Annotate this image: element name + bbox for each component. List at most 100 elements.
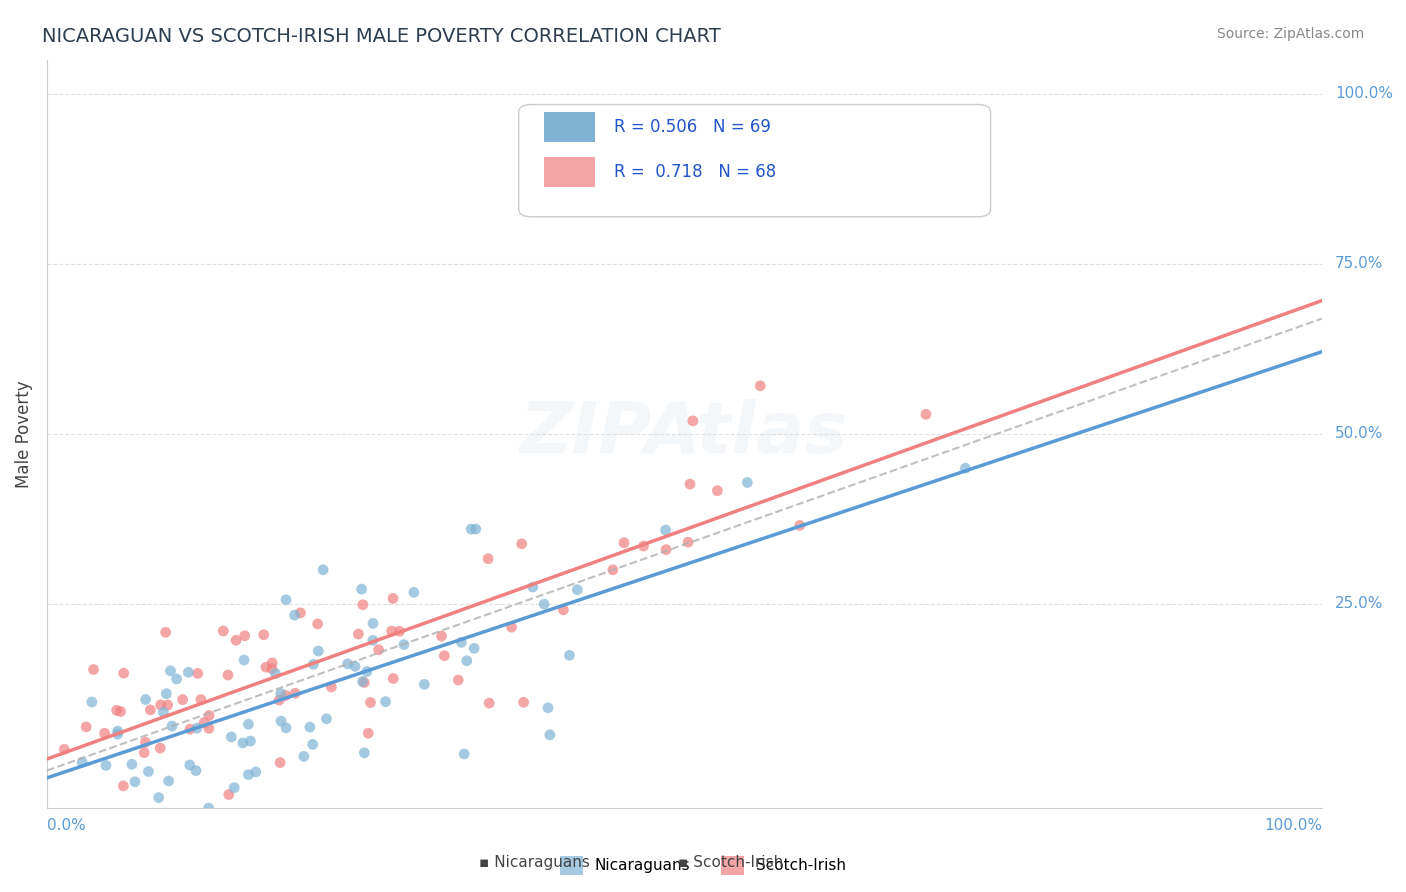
Point xyxy=(184,764,207,778)
Point xyxy=(53,742,76,756)
Point xyxy=(367,642,389,657)
Point xyxy=(274,592,297,607)
Point xyxy=(157,774,180,789)
Point xyxy=(198,708,221,723)
Point xyxy=(94,758,117,772)
Point xyxy=(633,539,655,553)
Point xyxy=(110,705,132,719)
Point xyxy=(83,663,105,677)
Text: 25.0%: 25.0% xyxy=(1334,597,1384,611)
Y-axis label: Male Poverty: Male Poverty xyxy=(15,380,32,488)
Point xyxy=(510,537,533,551)
Point xyxy=(477,551,499,566)
Point xyxy=(315,712,337,726)
Point xyxy=(478,696,501,710)
Point xyxy=(430,629,453,643)
Point xyxy=(336,657,359,671)
Point xyxy=(75,720,97,734)
Point xyxy=(269,756,291,770)
Point xyxy=(357,726,380,740)
Point xyxy=(533,597,555,611)
Point xyxy=(187,666,209,681)
Point xyxy=(270,686,292,700)
Point xyxy=(134,746,156,760)
Point xyxy=(353,746,375,760)
Text: ZIPAtlas: ZIPAtlas xyxy=(520,400,849,468)
Point xyxy=(262,656,284,670)
Point xyxy=(124,774,146,789)
Point xyxy=(149,741,172,756)
Point xyxy=(676,535,699,549)
Point xyxy=(567,582,589,597)
Point xyxy=(139,703,162,717)
Point xyxy=(522,580,544,594)
Point xyxy=(558,648,581,663)
Point xyxy=(388,624,411,639)
Point xyxy=(538,728,561,742)
Text: 75.0%: 75.0% xyxy=(1334,256,1384,271)
Point xyxy=(93,726,115,740)
Point xyxy=(197,801,219,815)
Point xyxy=(613,535,636,549)
Point xyxy=(361,616,384,631)
Point xyxy=(413,677,436,691)
Point xyxy=(105,703,128,717)
Text: R = 0.506   N = 69: R = 0.506 N = 69 xyxy=(614,118,772,136)
Point xyxy=(464,522,486,536)
Point xyxy=(307,616,329,631)
Point xyxy=(152,705,174,719)
Point xyxy=(352,598,374,612)
Point xyxy=(789,518,811,533)
Text: NICARAGUAN VS SCOTCH-IRISH MALE POVERTY CORRELATION CHART: NICARAGUAN VS SCOTCH-IRISH MALE POVERTY … xyxy=(42,27,721,45)
Point xyxy=(284,686,307,700)
Point xyxy=(238,717,260,731)
Point xyxy=(356,665,378,679)
Point xyxy=(156,698,179,712)
Point xyxy=(253,628,276,642)
Point xyxy=(177,665,200,680)
Point xyxy=(149,698,172,712)
Point xyxy=(224,780,246,795)
Point xyxy=(138,764,160,779)
Text: 100.0%: 100.0% xyxy=(1334,87,1393,101)
Point xyxy=(135,692,157,706)
Point xyxy=(254,660,277,674)
Text: R =  0.718   N = 68: R = 0.718 N = 68 xyxy=(614,163,776,181)
Text: 50.0%: 50.0% xyxy=(1334,426,1384,442)
Point xyxy=(450,635,472,649)
Point xyxy=(198,722,221,736)
Point xyxy=(352,674,374,689)
Point xyxy=(232,736,254,750)
Point xyxy=(537,701,560,715)
Legend: Nicaraguans, Scotch-Irish: Nicaraguans, Scotch-Irish xyxy=(554,850,852,880)
Point xyxy=(347,627,370,641)
Point xyxy=(107,724,129,739)
Point xyxy=(706,483,728,498)
Point xyxy=(737,475,759,490)
Point xyxy=(155,625,177,640)
Point xyxy=(239,734,262,748)
Point xyxy=(190,692,212,706)
Point xyxy=(654,523,676,537)
Point xyxy=(233,629,256,643)
Point xyxy=(456,654,478,668)
Point xyxy=(193,715,215,730)
Point xyxy=(553,603,575,617)
Point xyxy=(284,608,307,623)
Point xyxy=(260,662,283,676)
Point xyxy=(512,695,534,709)
Point xyxy=(221,730,243,744)
Point xyxy=(225,633,247,648)
Point xyxy=(107,727,129,741)
Point xyxy=(112,779,135,793)
Point xyxy=(655,542,678,557)
Point xyxy=(501,620,523,634)
Point xyxy=(290,606,312,620)
Point xyxy=(159,664,181,678)
Point xyxy=(302,657,325,672)
Text: 100.0%: 100.0% xyxy=(1264,818,1322,833)
Point xyxy=(460,522,482,536)
Point xyxy=(433,648,456,663)
Point xyxy=(166,672,188,686)
Point xyxy=(274,689,297,703)
